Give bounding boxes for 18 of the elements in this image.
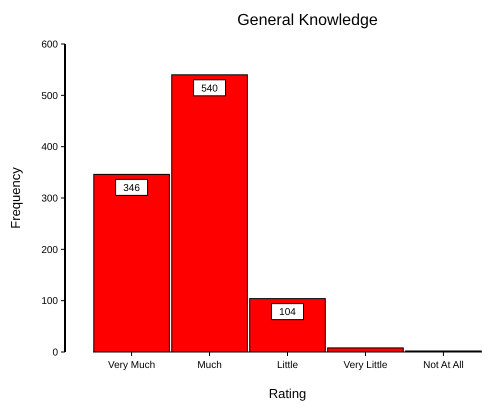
x-tick-label: Much <box>197 360 222 371</box>
y-axis-title: Frequency <box>8 166 23 229</box>
x-axis-title: Rating <box>268 386 306 401</box>
y-tick-label: 0 <box>52 348 58 358</box>
y-tick-label: 300 <box>41 194 58 204</box>
chart-title: General Knowledge <box>237 12 378 29</box>
y-tick-label: 100 <box>41 296 58 308</box>
x-tick-label: Little <box>276 360 298 371</box>
x-tick-label: Very Much <box>108 360 156 371</box>
x-tick-label: Very Little <box>343 360 388 371</box>
x-tick-label: Not At All <box>423 360 464 371</box>
y-tick-label: 400 <box>41 142 58 154</box>
data-label: 540 <box>201 83 218 94</box>
y-tick-label: 200 <box>41 244 58 256</box>
data-label: 346 <box>123 182 140 194</box>
y-tick-label: 600 <box>41 40 58 50</box>
y-tick-label: 500 <box>41 90 58 102</box>
data-label: 104 <box>279 307 296 318</box>
